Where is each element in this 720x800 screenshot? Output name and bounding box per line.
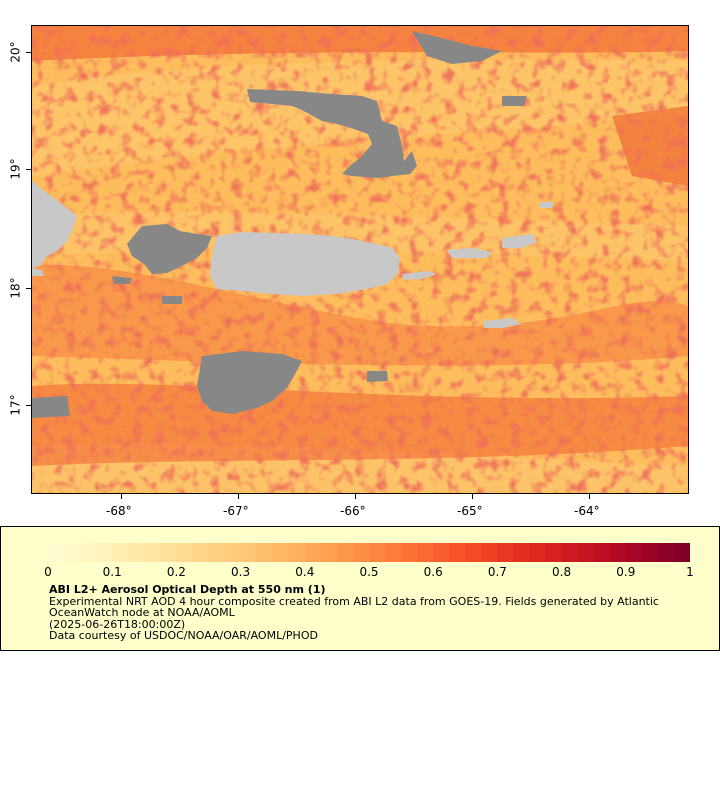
lat-label: 19° — [8, 158, 23, 180]
colorbar-segment — [368, 543, 385, 562]
land-regions — [32, 181, 554, 328]
colorbar-segment — [128, 543, 145, 562]
colorbar-segment — [256, 543, 273, 562]
colorbar-segment — [288, 543, 305, 562]
colorbar-segment — [545, 543, 562, 562]
small-island — [540, 202, 554, 208]
colorbar-segment — [609, 543, 626, 562]
colorbar-tick-label: 0.9 — [616, 565, 636, 579]
colorbar-segment — [352, 543, 369, 562]
colorbar-segment — [64, 543, 81, 562]
colorbar-segment — [401, 543, 418, 562]
colorbar-tick-label: 0.3 — [231, 565, 251, 579]
colorbar-segment — [112, 543, 129, 562]
colorbar-tick-label: 0.2 — [166, 565, 186, 579]
legend-timestamp: (2025-06-26T18:00:00Z) — [49, 617, 186, 631]
legend-text: ABI L2+ Aerosol Optical Depth at 550 nm … — [49, 584, 699, 642]
colorbar-segment — [208, 543, 225, 562]
virgin-islands — [447, 248, 492, 258]
colorbar-tick-label: 0.7 — [487, 565, 507, 579]
no-data-regions — [32, 31, 527, 418]
colorbar-tick-label: 0.8 — [552, 565, 572, 579]
colorbar-segment — [657, 543, 674, 562]
virgin-islands-2 — [502, 234, 537, 248]
lon-tick-mark-1 — [121, 494, 122, 499]
hispaniola-east — [32, 181, 77, 268]
lon-label: -67° — [223, 504, 249, 518]
lat-tick-mark-1 — [26, 52, 31, 53]
colorbar-segment — [481, 543, 498, 562]
lon-label: -64° — [574, 504, 600, 518]
mona-island — [32, 268, 44, 276]
aod-map[interactable] — [31, 25, 689, 494]
colorbar-segment — [577, 543, 594, 562]
colorbar-segment — [625, 543, 642, 562]
lat-tick-mark-2 — [26, 169, 31, 170]
legend-description: Experimental NRT AOD 4 hour composite cr… — [49, 594, 659, 619]
colorbar-segment — [240, 543, 257, 562]
colorbar-segment — [513, 543, 530, 562]
lon-tick-mark-3 — [355, 494, 356, 499]
colorbar-segment — [673, 543, 690, 562]
colorbar-segment — [593, 543, 610, 562]
lon-tick-mark-5 — [589, 494, 590, 499]
colorbar-segment — [641, 543, 658, 562]
colorbar-segment — [433, 543, 450, 562]
colorbar-segment — [96, 543, 113, 562]
colorbar-segment — [272, 543, 289, 562]
colorbar-segment — [48, 543, 65, 562]
lon-label: -68° — [106, 504, 132, 518]
colorbar-segment — [192, 543, 209, 562]
lat-label: 18° — [8, 277, 23, 299]
colorbar-tick-label: 1 — [686, 565, 694, 579]
puerto-rico — [210, 232, 400, 296]
lat-tick-mark-3 — [26, 288, 31, 289]
colorbar-tick-label: 0.1 — [102, 565, 122, 579]
colorbar-segment — [529, 543, 546, 562]
legend-panel: 0 0.1 0.2 0.3 0.4 0.5 0.6 0.7 0.8 0.9 1 ABI L2+ Ae… — [0, 526, 720, 651]
colorbar-segment — [224, 543, 241, 562]
colorbar-segment — [320, 543, 337, 562]
lon-label: -65° — [457, 504, 483, 518]
colorbar-segment — [384, 543, 402, 562]
colorbar-segment — [465, 543, 482, 562]
colorbar-segment — [80, 543, 97, 562]
colorbar-segment — [497, 543, 514, 562]
legend-title: ABI L2+ Aerosol Optical Depth at 550 nm … — [49, 583, 326, 596]
colorbar-tick-label: 0.6 — [423, 565, 443, 579]
colorbar-segment — [449, 543, 466, 562]
st-croix — [484, 318, 522, 328]
colorbar-segment — [336, 543, 353, 562]
colorbar-segment — [176, 543, 193, 562]
lat-tick-mark-4 — [26, 405, 31, 406]
colorbar-segment — [160, 543, 177, 562]
colorbar-tick-label: 0.5 — [359, 565, 379, 579]
colorbar — [48, 543, 690, 562]
vieques — [402, 271, 437, 280]
lat-label: 20° — [8, 41, 23, 63]
colorbar-tick-label: 0.4 — [295, 565, 315, 579]
colorbar-segment — [561, 543, 578, 562]
lon-label: -66° — [340, 504, 366, 518]
lon-tick-mark-2 — [238, 494, 239, 499]
colorbar-segment — [144, 543, 161, 562]
lon-tick-mark-4 — [472, 494, 473, 499]
colorbar-segment — [304, 543, 321, 562]
lat-label: 17° — [8, 394, 23, 416]
legend-credit: Data courtesy of USDOC/NOAA/OAR/AOML/PHO… — [49, 629, 318, 642]
colorbar-segment — [417, 543, 434, 562]
colorbar-tick-label: 0 — [44, 565, 52, 579]
